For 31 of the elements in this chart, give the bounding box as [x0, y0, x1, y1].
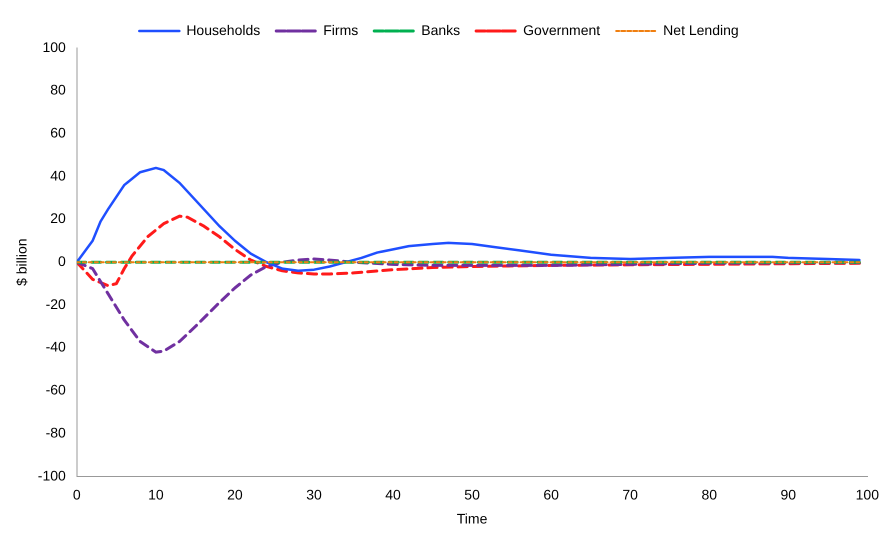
x-tick-label: 50	[464, 486, 480, 503]
y-tick-label: 20	[50, 210, 66, 226]
legend-label: Firms	[323, 22, 358, 38]
line-series	[76, 257, 861, 354]
x-tick-label: 30	[306, 486, 322, 503]
x-tick-label: 70	[622, 486, 638, 503]
y-tick-label: -40	[46, 338, 66, 355]
y-tick-label: 80	[50, 82, 66, 98]
y-tick-label: 100	[42, 38, 66, 55]
y-tick-label: -20	[46, 296, 66, 312]
x-tick-label: 20	[227, 486, 243, 503]
y-tick-label: -80	[46, 424, 66, 440]
y-tick-label: 60	[50, 124, 66, 141]
x-tick-label: 100	[856, 486, 880, 503]
x-tick-label: 90	[780, 486, 796, 503]
line-series	[76, 214, 861, 288]
legend-label: Net Lending	[663, 22, 739, 38]
x-tick-label: 80	[701, 486, 718, 503]
legend-label: Government	[523, 22, 600, 38]
x-axis-title: Time	[456, 510, 488, 526]
y-tick-label: -100	[38, 467, 66, 484]
legend-label: Households	[186, 22, 260, 38]
x-tick-label: 40	[385, 486, 402, 503]
y-axis-title: $ billion	[13, 238, 30, 286]
y-tick-label: -60	[46, 382, 66, 398]
x-tick-label: 60	[543, 486, 560, 503]
x-tick-label: 0	[72, 486, 81, 503]
y-tick-label: 40	[50, 167, 66, 184]
legend-label: Banks	[421, 22, 460, 38]
y-tick-label: 0	[58, 253, 66, 270]
x-tick-label: 10	[148, 486, 164, 503]
